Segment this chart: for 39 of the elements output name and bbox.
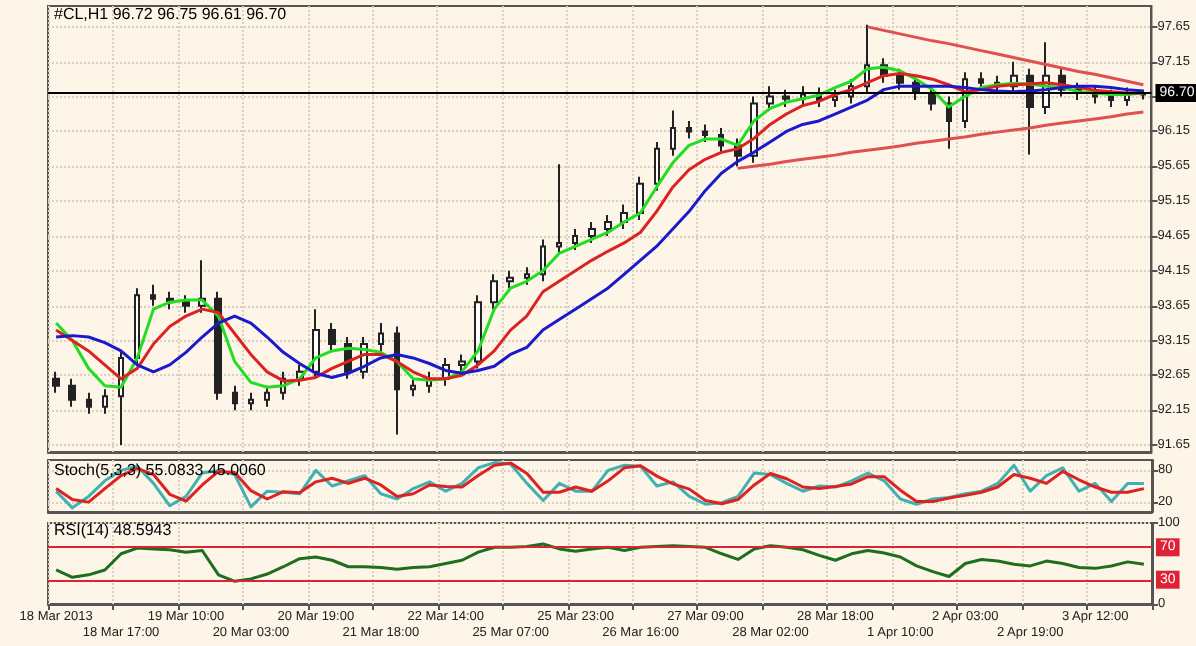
candlestick — [328, 322, 336, 352]
candlestick — [782, 88, 790, 109]
candlestick — [670, 109, 676, 157]
candlestick — [604, 214, 612, 237]
chart-title: RSI(14) 48.5943 — [54, 521, 173, 539]
line-series — [736, 110, 1145, 170]
candlestick — [378, 322, 384, 352]
candlestick — [636, 175, 644, 221]
candlestick — [702, 123, 708, 143]
candlestick — [52, 370, 60, 394]
candlestick — [394, 325, 400, 436]
candlestick — [312, 308, 320, 380]
candlestick — [86, 391, 92, 415]
candlestick — [68, 377, 76, 408]
candlestick — [686, 119, 692, 140]
line-series — [54, 542, 1146, 583]
candlestick — [506, 269, 514, 290]
candlestick — [182, 294, 190, 314]
candlestick — [928, 85, 936, 112]
candlestick — [832, 88, 838, 109]
candlestick — [654, 140, 660, 192]
candlestick — [766, 85, 774, 112]
candlestick — [264, 384, 270, 408]
chart-title: #CL,H1 96.72 96.75 96.61 96.70 — [54, 5, 288, 23]
candlestick — [102, 388, 108, 415]
candlestick — [134, 287, 140, 366]
candlestick — [572, 228, 578, 251]
candlestick — [490, 273, 498, 311]
candlestick — [232, 384, 238, 412]
candlestick — [410, 377, 416, 398]
candlestick — [458, 353, 466, 373]
candlestick — [978, 71, 984, 91]
candlestick — [588, 221, 596, 244]
candlestick — [556, 163, 562, 255]
line-series — [865, 25, 1145, 87]
candlestick — [524, 266, 530, 286]
candlestick — [150, 283, 156, 307]
candlestick — [248, 391, 254, 412]
candlestick — [620, 203, 628, 230]
